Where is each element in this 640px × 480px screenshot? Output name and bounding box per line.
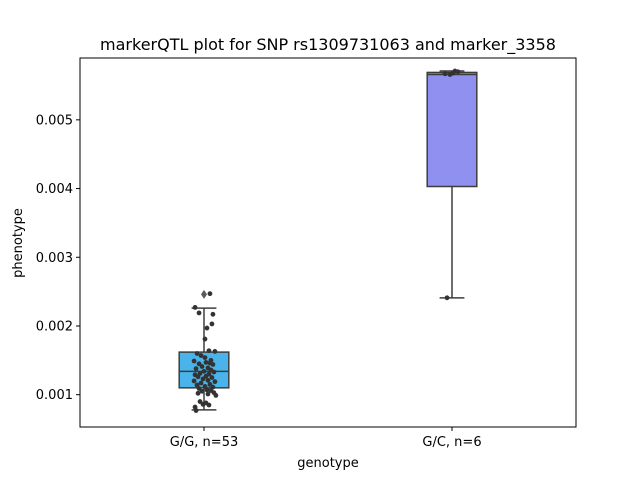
data-point — [204, 387, 210, 393]
data-point — [200, 401, 206, 407]
x-tick-label: G/G, n=53 — [170, 435, 238, 450]
axes-frame — [79, 57, 577, 428]
y-tick-label: 0.002 — [36, 319, 73, 334]
data-point — [192, 305, 198, 310]
data-point — [206, 348, 212, 354]
chart-title: markerQTL plot for SNP rs1309731063 and … — [100, 35, 556, 55]
x-axis: G/G, n=53 G/C, n=6 — [170, 427, 482, 450]
data-point — [207, 291, 213, 297]
data-point — [210, 362, 216, 367]
data-point — [200, 376, 206, 382]
y-axis-label: phenotype — [11, 208, 26, 278]
data-point — [209, 375, 215, 380]
data-point — [213, 392, 219, 398]
data-point — [455, 69, 461, 75]
data-point — [195, 374, 201, 380]
data-point — [209, 321, 215, 327]
data-point — [193, 408, 199, 413]
data-point — [199, 364, 205, 369]
y-tick-label: 0.004 — [36, 182, 73, 197]
data-point — [210, 311, 216, 317]
y-tick-label: 0.005 — [36, 113, 73, 128]
data-point — [191, 358, 197, 364]
box-group — [426, 68, 478, 301]
data-point — [198, 353, 204, 358]
data-point — [196, 310, 202, 316]
data-point — [202, 355, 208, 360]
data-point — [211, 369, 217, 375]
y-tick-label: 0.003 — [36, 251, 73, 266]
data-point — [198, 380, 204, 386]
data-point — [202, 336, 208, 342]
data-point — [191, 378, 197, 384]
data-point — [212, 349, 218, 354]
y-tick-label: 0.001 — [36, 388, 73, 403]
data-point — [193, 366, 199, 371]
data-point — [203, 360, 209, 365]
data-point — [212, 379, 218, 385]
y-axis: 0.001 0.002 0.003 0.004 0.005 — [36, 113, 80, 403]
data-point — [195, 390, 201, 396]
outlier-marker — [201, 289, 207, 299]
data-point — [201, 368, 207, 374]
iqr-box — [426, 71, 478, 188]
box-group — [178, 289, 230, 413]
data-point — [442, 71, 448, 77]
data-point — [205, 377, 211, 383]
data-point — [194, 351, 200, 356]
x-axis-label: genotype — [297, 456, 358, 471]
data-point — [444, 295, 450, 301]
data-point — [206, 402, 212, 408]
data-point — [204, 325, 210, 331]
data-point — [199, 388, 205, 394]
data-point — [205, 391, 211, 397]
x-tick-label: G/C, n=6 — [422, 435, 481, 450]
plot-area — [178, 68, 478, 413]
data-point — [447, 72, 453, 77]
